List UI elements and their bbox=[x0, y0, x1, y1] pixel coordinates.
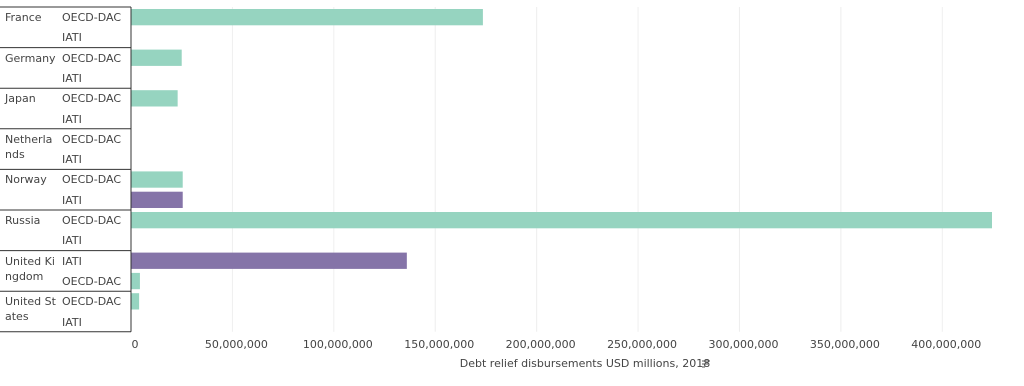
country-label: Japan bbox=[5, 92, 36, 106]
x-tick-label: 200,000,000 bbox=[506, 338, 576, 351]
source-label: IATI bbox=[62, 71, 82, 85]
bar bbox=[131, 191, 183, 208]
source-label: IATI bbox=[62, 31, 82, 45]
bar bbox=[131, 90, 178, 107]
x-tick-label: 300,000,000 bbox=[708, 338, 778, 351]
x-tick-label: 100,000,000 bbox=[303, 338, 373, 351]
source-label: IATI bbox=[62, 254, 82, 268]
country-label: Germany bbox=[5, 51, 56, 65]
country-label: France bbox=[5, 11, 42, 24]
source-label: IATI bbox=[62, 193, 82, 207]
x-tick-label: 250,000,000 bbox=[607, 338, 677, 351]
source-label: IATI bbox=[62, 234, 82, 248]
bar bbox=[131, 49, 182, 66]
x-tick-label: 0 bbox=[132, 338, 139, 351]
source-label: OECD-DAC bbox=[62, 295, 122, 309]
x-tick-label: 400,000,000 bbox=[911, 338, 981, 351]
source-label: IATI bbox=[62, 153, 82, 167]
source-label: OECD-DAC bbox=[62, 51, 122, 65]
country-label: United Kingdom bbox=[5, 254, 55, 283]
source-label: OECD-DAC bbox=[62, 173, 122, 187]
source-label: IATI bbox=[62, 112, 82, 126]
source-label: OECD-DAC bbox=[62, 214, 122, 227]
country-label: Netherlands bbox=[5, 132, 53, 161]
country-label: Russia bbox=[5, 214, 41, 227]
x-axis-title: Debt relief disbursements USD millions, … bbox=[460, 357, 710, 370]
sort-icon[interactable] bbox=[702, 360, 710, 368]
bar bbox=[131, 272, 140, 290]
bar bbox=[131, 171, 183, 188]
bar bbox=[131, 212, 992, 229]
source-label: OECD-DAC bbox=[62, 132, 122, 146]
country-label: Norway bbox=[5, 173, 47, 187]
x-tick-label: 50,000,000 bbox=[205, 338, 268, 351]
bar bbox=[131, 9, 483, 26]
bar bbox=[131, 252, 407, 269]
bar bbox=[131, 293, 140, 310]
source-label: OECD-DAC bbox=[62, 274, 122, 288]
source-label: OECD-DAC bbox=[62, 92, 122, 106]
source-label: IATI bbox=[62, 315, 82, 329]
x-tick-label: 350,000,000 bbox=[810, 338, 880, 351]
source-label: OECD-DAC bbox=[62, 11, 122, 24]
x-tick-label: 150,000,000 bbox=[404, 338, 474, 351]
country-label: United States bbox=[5, 295, 56, 324]
